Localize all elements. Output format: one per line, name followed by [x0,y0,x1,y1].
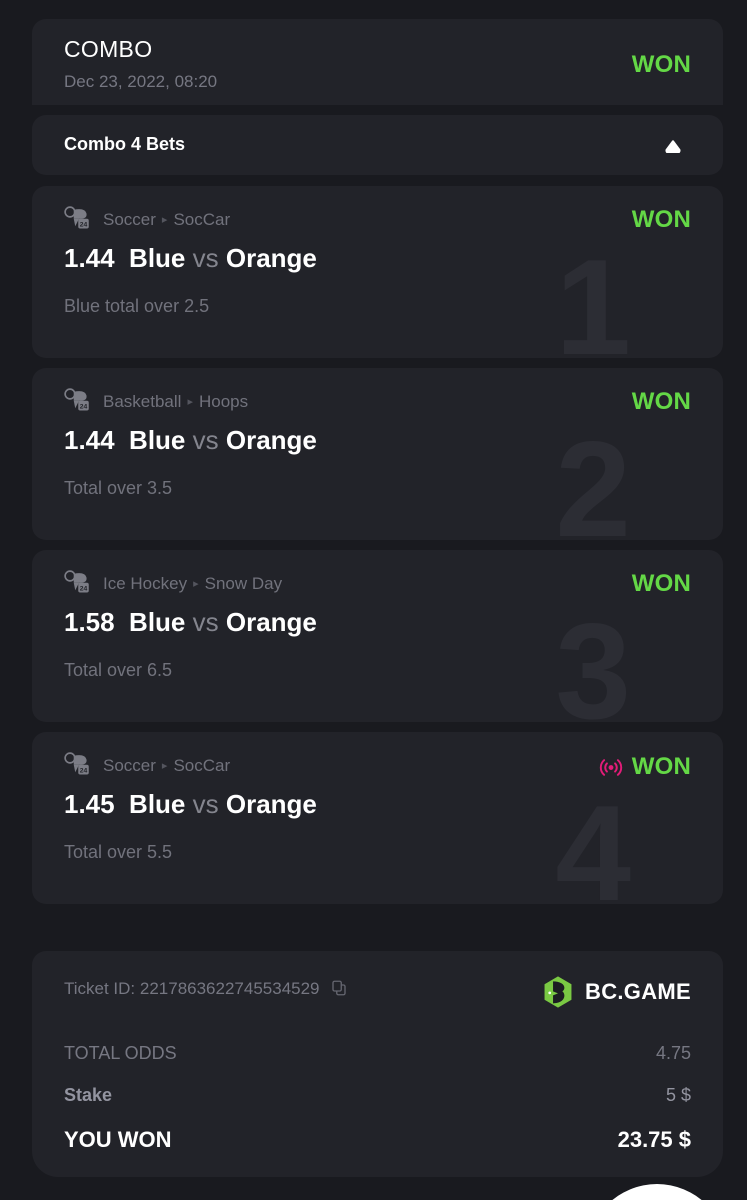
svg-text:24: 24 [80,585,88,592]
svg-text:24: 24 [80,767,88,774]
svg-text:24: 24 [80,403,88,410]
svg-text:24: 24 [80,221,88,228]
